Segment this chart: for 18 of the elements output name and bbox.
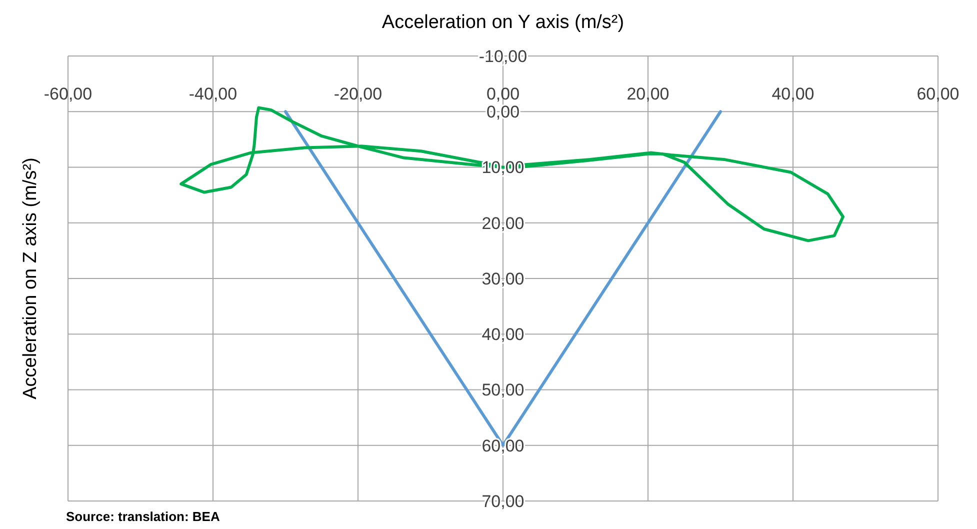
x-axis-title: Acceleration on Y axis (m/s²) [382, 12, 624, 33]
x-tick-label: -20,00 [334, 84, 382, 104]
y-axis-title: Acceleration on Z axis (m/s²) [20, 158, 41, 400]
y-tick-label: 20,00 [482, 214, 524, 233]
y-tick-label: 50,00 [482, 380, 524, 400]
x-tick-label: 60,00 [916, 84, 960, 104]
y-tick-label: 70,00 [482, 492, 524, 511]
y-tick-label: 40,00 [482, 325, 524, 344]
x-tick-label: 20,00 [626, 84, 670, 104]
y-tick-label: 0,00 [486, 102, 520, 122]
y-tick-label: -10,00 [478, 46, 528, 66]
y-tick-label: 30,00 [482, 269, 524, 288]
x-tick-label: -40,00 [188, 84, 238, 104]
x-tick-label: -60,00 [44, 84, 92, 104]
source-note: Source: translation: BEA [66, 509, 221, 524]
x-tick-label: 40,00 [772, 84, 814, 104]
line-series [180, 106, 845, 242]
y-tick-label: 60,00 [482, 436, 524, 456]
